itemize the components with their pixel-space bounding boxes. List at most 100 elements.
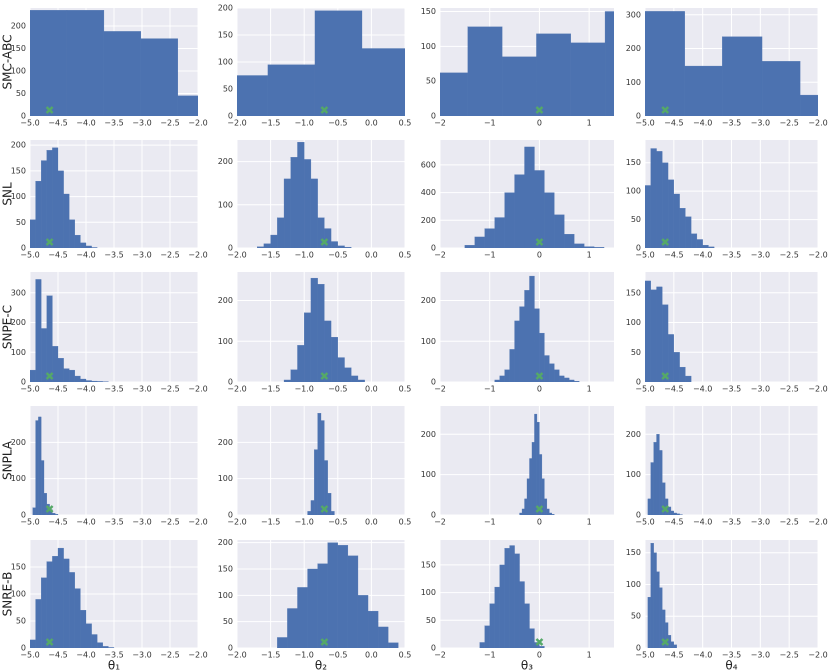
bar	[46, 295, 53, 382]
bar	[656, 286, 663, 382]
bar	[63, 368, 70, 382]
bar	[519, 306, 525, 382]
y-tick-label: 100	[421, 588, 436, 597]
x-tick-label: −1.0	[294, 518, 313, 527]
bar	[320, 420, 325, 515]
true-value-marker	[320, 638, 329, 646]
bar	[324, 320, 332, 382]
bar	[69, 369, 75, 382]
row-label: SMC-ABC	[1, 34, 15, 89]
x-tick-label: −5.0	[635, 251, 654, 260]
bar	[85, 245, 92, 248]
x-tick-label: −0.5	[328, 251, 347, 260]
x-tick-label: −2.0	[808, 651, 827, 660]
bar	[662, 304, 669, 382]
x-tick-label: −1.0	[294, 385, 313, 394]
bar	[80, 378, 87, 382]
y-tick-label: 50	[16, 89, 26, 98]
bars	[283, 277, 365, 382]
x-tick-label: −2.5	[160, 251, 179, 260]
x-tick-label: −2.5	[779, 251, 798, 260]
bar	[52, 346, 59, 382]
x-tick-label: −3.0	[751, 119, 770, 128]
x-tick-label: −4.0	[693, 651, 712, 660]
x-tick-label: −0.5	[328, 385, 347, 394]
bar	[690, 233, 698, 248]
true-value-marker	[45, 505, 54, 513]
bar	[52, 147, 59, 248]
row-label: SNRE-B	[1, 572, 15, 617]
x-tick-label: −4.0	[76, 119, 95, 128]
x-tick-label: −2	[434, 251, 446, 260]
y-tick-label: 200	[11, 141, 26, 150]
y-tick-label: 100	[11, 348, 26, 357]
y-tick-label: 0	[431, 378, 436, 387]
panel: −2 −1 0 1 0 200 400 600	[421, 140, 614, 260]
bar	[534, 170, 545, 248]
bar	[524, 146, 535, 248]
bar	[97, 642, 103, 648]
x-tick-label: 0.5	[399, 518, 412, 527]
x-tick-label: −2.0	[808, 119, 827, 128]
bar	[330, 241, 338, 248]
bar	[554, 214, 565, 248]
bar	[544, 355, 550, 382]
row-label: SNL	[1, 182, 15, 206]
y-tick-label: 100	[218, 591, 233, 600]
bar	[57, 170, 64, 248]
bar	[330, 511, 335, 515]
x-tick-label: −5.0	[635, 385, 654, 394]
x-tick-label: −2	[434, 119, 446, 128]
bar	[722, 36, 763, 116]
y-tick-label: 0	[21, 644, 26, 653]
x-tick-label: −1.5	[261, 119, 280, 128]
bar	[357, 379, 365, 382]
bar	[297, 587, 308, 648]
x-tick-label: −4.0	[693, 251, 712, 260]
x-tick-label: −0.5	[328, 119, 347, 128]
x-tick-label: 1	[587, 119, 592, 128]
bar	[74, 375, 81, 382]
bar	[526, 478, 530, 515]
x-tick-label: 0.0	[365, 385, 378, 394]
y-tick-label: 200	[218, 4, 233, 13]
bar	[536, 33, 571, 116]
x-tick-label: −2.5	[160, 119, 179, 128]
x-tick-label: −2.0	[227, 651, 246, 660]
bar	[656, 151, 663, 248]
bar	[569, 379, 575, 382]
bar	[287, 608, 298, 648]
bar	[304, 159, 312, 248]
bars	[277, 542, 399, 648]
bar	[41, 577, 47, 648]
panel: −2.0 −1.5 −1.0 −0.5 0.0 0.5 0 100 200	[218, 272, 411, 394]
y-tick-label: 150	[218, 31, 233, 40]
bar	[554, 369, 560, 382]
bar	[324, 460, 328, 515]
bar	[494, 586, 500, 648]
bar	[30, 639, 36, 648]
x-tick-label: −2.0	[227, 251, 246, 260]
bar	[544, 192, 555, 248]
y-tick-label: 0	[636, 244, 641, 253]
bar	[46, 561, 53, 648]
y-tick-label: 100	[421, 470, 436, 479]
bar	[52, 556, 59, 648]
x-tick-label: −4.5	[664, 518, 683, 527]
bar	[499, 375, 505, 382]
bar	[667, 179, 674, 248]
x-tick-label: −2.5	[160, 651, 179, 660]
bar	[534, 308, 540, 382]
bar	[667, 334, 674, 382]
x-tick-label: −2	[434, 651, 446, 660]
y-tick-label: 0	[21, 112, 26, 121]
bar	[80, 610, 87, 648]
true-value-marker	[661, 106, 670, 114]
y-tick-label: 200	[421, 430, 436, 439]
x-tick-label: −3.5	[104, 385, 123, 394]
bar	[80, 242, 87, 248]
bar	[650, 462, 654, 515]
y-tick-label: 150	[11, 166, 26, 175]
bar	[653, 442, 657, 515]
y-tick-label: 150	[626, 158, 641, 167]
